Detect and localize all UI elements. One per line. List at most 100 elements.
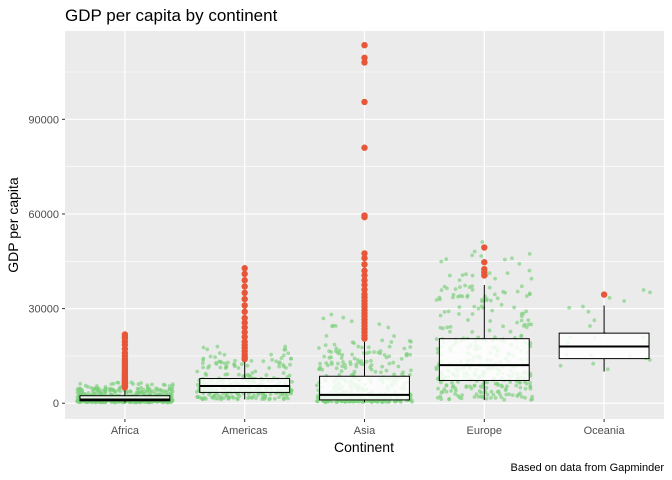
box-africa [79, 388, 171, 403]
jitter-point [499, 383, 504, 388]
jitter-point [470, 287, 475, 292]
jitter-point [233, 358, 237, 363]
x-tick-label: Africa [111, 425, 140, 437]
jitter-point [116, 380, 121, 385]
jitter-point [117, 387, 122, 391]
jitter-point [501, 324, 505, 329]
jitter-point [108, 387, 113, 392]
jitter-point [504, 392, 509, 397]
jitter-point [339, 369, 344, 374]
outlier-point [241, 329, 248, 336]
jitter-point [470, 312, 475, 316]
jitter-point [200, 396, 205, 401]
jitter-point [607, 295, 612, 300]
jitter-point [530, 394, 535, 399]
outlier-point [600, 291, 608, 298]
jitter-point [281, 371, 286, 375]
jitter-point [438, 313, 443, 318]
jitter-point [277, 395, 281, 400]
jitter-point [334, 366, 339, 371]
jitter-point [218, 365, 223, 370]
jitter-point [372, 350, 376, 354]
jitter-point [476, 306, 481, 311]
jitter-point [215, 344, 220, 349]
jitter-point [224, 393, 229, 398]
jitter-point [287, 373, 292, 378]
x-tick-label: Oceania [584, 425, 626, 437]
jitter-point [449, 388, 453, 393]
jitter-point [245, 363, 250, 368]
box-iqr [79, 395, 171, 402]
jitter-point [369, 367, 374, 372]
jitter-point [391, 360, 396, 365]
jitter-point [382, 352, 387, 357]
jitter-point [268, 392, 273, 397]
jitter-point [434, 337, 439, 341]
jitter-point [453, 287, 458, 292]
outlier-point [241, 314, 248, 322]
jitter-point [161, 382, 166, 387]
jitter-point [493, 395, 498, 400]
jitter-point [438, 297, 442, 302]
jitter-point [267, 366, 272, 370]
outlier-point [361, 98, 368, 106]
outlier-point [361, 250, 368, 257]
jitter-point [519, 318, 524, 323]
jitter-point [254, 396, 258, 401]
jitter-point [499, 395, 504, 400]
jitter-point [274, 359, 279, 364]
jitter-point [478, 384, 483, 389]
jitter-point [158, 388, 163, 393]
outlier-point [361, 261, 368, 268]
jitter-point [487, 285, 492, 290]
jitter-point [435, 395, 440, 400]
jitter-point [272, 396, 277, 401]
jitter-point [341, 315, 346, 320]
jitter-point [89, 385, 94, 390]
jitter-point [334, 346, 339, 351]
jitter-point [480, 299, 484, 304]
jitter-point [524, 309, 529, 314]
outlier-point [241, 308, 248, 315]
jitter-point [314, 383, 319, 388]
jitter-point [250, 371, 255, 375]
jitter-point [236, 372, 241, 377]
jitter-point [528, 380, 532, 385]
jitter-point [465, 293, 470, 298]
outlier-point [361, 286, 368, 293]
jitter-point [369, 358, 373, 363]
jitter-point [622, 299, 627, 303]
outlier-point [241, 295, 248, 303]
jitter-point [277, 364, 282, 369]
jitter-point [195, 382, 200, 387]
jitter-point [529, 322, 534, 327]
jitter-point [373, 369, 378, 374]
jitter-point [442, 309, 447, 314]
jitter-point [516, 392, 521, 397]
jitter-point [648, 290, 652, 295]
jitter-point [519, 284, 524, 289]
jitter-point [245, 372, 250, 377]
jitter-point [581, 304, 585, 309]
jitter-point [349, 319, 354, 324]
jitter-point [445, 286, 449, 291]
jitter-point [493, 381, 498, 386]
jitter-point [488, 395, 493, 400]
jitter-point [451, 384, 456, 388]
jitter-point [447, 273, 452, 278]
jitter-point [224, 364, 229, 369]
jitter-point [324, 334, 329, 338]
jitter-point [343, 365, 348, 370]
jitter-point [376, 350, 381, 355]
jitter-point [487, 271, 492, 276]
jitter-point [321, 316, 326, 321]
jitter-point [226, 396, 231, 401]
jitter-point [528, 384, 533, 388]
jitter-point [204, 396, 208, 401]
y-tick-label: 30000 [28, 304, 59, 316]
jitter-point [389, 340, 394, 344]
jitter-point [377, 322, 382, 327]
jitter-point [489, 389, 494, 394]
jitter-point [340, 364, 345, 369]
jitter-point [78, 381, 83, 386]
